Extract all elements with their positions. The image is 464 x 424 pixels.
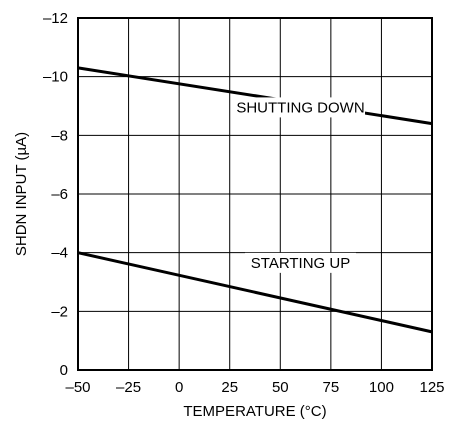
series-lines xyxy=(77,66,433,334)
x-tick-labels: –50 –25 0 25 50 75 100 125 xyxy=(65,379,444,396)
x-tick-label: 0 xyxy=(175,379,183,396)
x-axis-title: TEMPERATURE (°C) xyxy=(183,403,326,420)
annotations: SHUTTING DOWN STARTING UP xyxy=(236,97,366,273)
grid-lines xyxy=(77,17,433,371)
series-line-starting-up xyxy=(77,251,433,334)
y-tick-label: –8 xyxy=(51,127,68,144)
y-axis-title: SHDN INPUT (µA) xyxy=(13,132,30,256)
y-tick-label: –10 xyxy=(43,69,68,86)
series-annotation: SHUTTING DOWN xyxy=(236,99,364,116)
annotation-background xyxy=(236,97,366,118)
x-tick-label: 125 xyxy=(419,379,444,396)
annotation-background xyxy=(245,252,357,273)
y-tick-label: –4 xyxy=(51,245,68,262)
x-tick-label: –25 xyxy=(116,379,141,396)
x-tick-label: –50 xyxy=(65,379,90,396)
y-tick-label: –2 xyxy=(51,303,68,320)
x-tick-label: 100 xyxy=(369,379,394,396)
series-line-shutting-down xyxy=(77,66,433,126)
x-tick-label: 50 xyxy=(272,379,289,396)
y-tick-label: –6 xyxy=(51,186,68,203)
y-tick-label: –12 xyxy=(43,10,68,27)
y-tick-label: 0 xyxy=(60,362,68,379)
x-tick-label: 25 xyxy=(221,379,238,396)
plot-frame xyxy=(77,17,433,371)
series-annotation: STARTING UP xyxy=(251,255,350,272)
x-tick-label: 75 xyxy=(323,379,340,396)
y-tick-labels: 0 –2 –4 –6 –8 –10 –12 xyxy=(43,10,68,379)
